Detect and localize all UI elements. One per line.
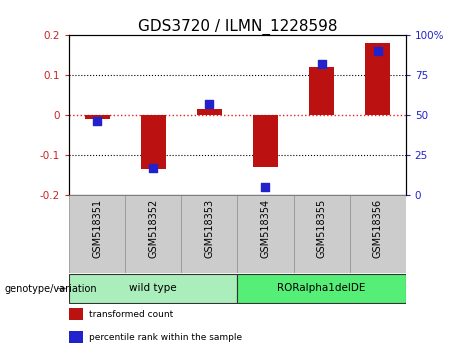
Bar	[197, 109, 222, 115]
Point	[149, 165, 157, 170]
Text: percentile rank within the sample: percentile rank within the sample	[89, 333, 242, 342]
Bar	[365, 44, 390, 115]
Text: GSM518352: GSM518352	[148, 199, 158, 258]
Text: GSM518355: GSM518355	[317, 199, 326, 258]
Text: GSM518354: GSM518354	[260, 199, 271, 258]
Bar	[84, 115, 110, 119]
Point	[262, 184, 269, 190]
Point	[318, 61, 325, 67]
Text: genotype/variation: genotype/variation	[5, 284, 97, 293]
Bar	[69, 274, 237, 303]
Text: GSM518353: GSM518353	[204, 199, 214, 258]
Bar	[237, 274, 406, 303]
Title: GDS3720 / ILMN_1228598: GDS3720 / ILMN_1228598	[138, 19, 337, 35]
Text: RORalpha1delDE: RORalpha1delDE	[278, 283, 366, 293]
Text: wild type: wild type	[130, 283, 177, 293]
Bar	[309, 67, 334, 115]
Bar	[69, 331, 83, 343]
Point	[374, 48, 381, 54]
Bar	[141, 115, 166, 169]
Bar	[69, 308, 83, 320]
Point	[94, 119, 101, 124]
Point	[206, 101, 213, 107]
Text: GSM518356: GSM518356	[372, 199, 383, 258]
Text: GSM518351: GSM518351	[92, 199, 102, 258]
Bar	[253, 115, 278, 167]
Text: transformed count: transformed count	[89, 310, 174, 319]
